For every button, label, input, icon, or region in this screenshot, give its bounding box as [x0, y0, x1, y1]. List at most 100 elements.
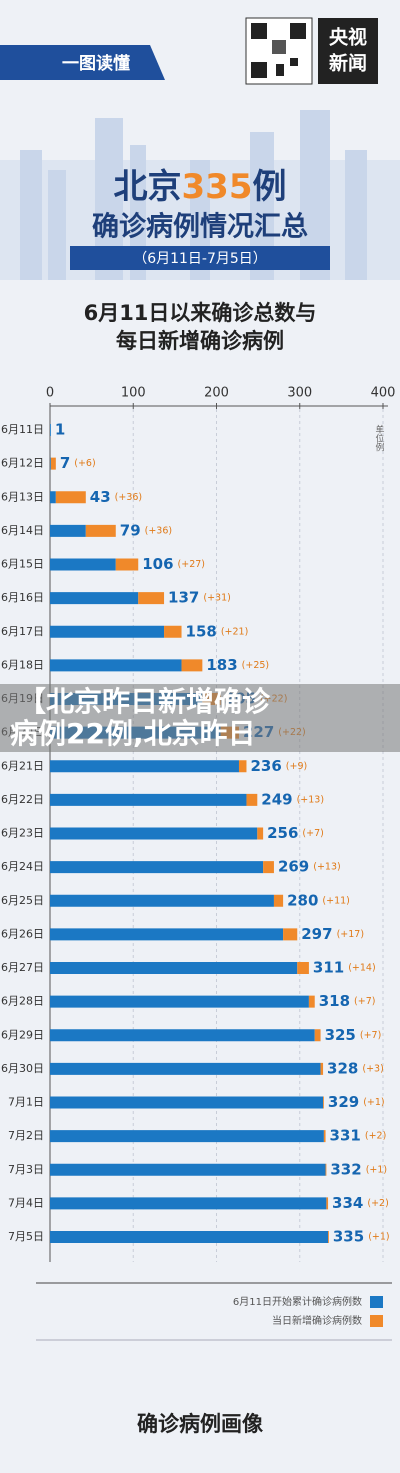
total-label: 106 [142, 555, 173, 573]
value-label: (+13) [297, 794, 324, 805]
total-label: 249 [261, 790, 292, 808]
bar [50, 1163, 326, 1176]
bar [181, 659, 203, 672]
total-label: 325 [325, 1026, 356, 1044]
value-label: (+7) [360, 1030, 381, 1041]
total-label: 332 [330, 1160, 361, 1178]
bar [246, 793, 258, 806]
y-tick-label: 6月29日 [1, 1028, 44, 1041]
total-label: 7 [60, 454, 70, 472]
bar [263, 861, 274, 874]
total-label: 1 [55, 421, 65, 439]
total-label: 79 [120, 521, 141, 539]
y-tick-label: 6月24日 [1, 860, 44, 873]
value-label: (+17) [337, 929, 364, 940]
badge-bg [0, 45, 165, 80]
bar [50, 793, 247, 806]
bar [50, 894, 274, 907]
bar [328, 1231, 329, 1243]
bar [50, 558, 116, 571]
y-tick-label: 6月16日 [1, 591, 44, 604]
y-tick-label: 6月11日 [1, 423, 44, 436]
value-label: (+7) [302, 828, 323, 839]
y-tick-label: 6月23日 [1, 827, 44, 840]
bar [55, 491, 86, 504]
value-label: (+36) [145, 525, 172, 536]
bar [164, 625, 182, 638]
chart: 0 100 200 300 400 6月11日 1 6月12日 7 (+6) 6月13日 43 (+36… [1, 386, 396, 1262]
total-label: 158 [186, 622, 217, 640]
y-tick-label: 6月25日 [1, 894, 44, 907]
bar [50, 1130, 324, 1143]
value-label: (+13) [313, 862, 340, 873]
y-tick-label: 7月5日 [8, 1230, 44, 1243]
x-tick-label: 400 [371, 386, 396, 401]
overlay: 【北京昨日新增确诊 病例22例,北京昨日 [0, 684, 400, 752]
total-label: 335 [333, 1228, 364, 1246]
value-label: (+3) [362, 1063, 383, 1074]
overlay-text: 病例22例,北京昨日 [10, 717, 256, 750]
bar [50, 861, 264, 874]
value-label: (+1) [366, 1164, 387, 1175]
bar [323, 1096, 324, 1109]
bar [325, 1163, 327, 1176]
bar [50, 424, 51, 436]
bar [50, 457, 51, 470]
x-tick-label: 0 [46, 386, 54, 401]
total-label: 280 [287, 891, 318, 909]
y-tick-label: 7月3日 [8, 1163, 44, 1176]
y-tick-label: 6月27日 [1, 961, 44, 974]
total-label: 331 [330, 1127, 361, 1145]
value-label: (+6) [74, 458, 95, 469]
legend-swatch [370, 1315, 383, 1327]
bar [50, 827, 258, 840]
qr-code [245, 17, 313, 85]
y-tick-label: 6月15日 [1, 558, 44, 571]
bar [50, 760, 239, 773]
y-tick-label: 6月18日 [1, 658, 44, 671]
y-tick-label: 6月26日 [1, 927, 44, 940]
y-tick-label: 6月13日 [1, 490, 44, 503]
total-label: 318 [319, 992, 350, 1010]
x-tick-label: 300 [287, 386, 312, 401]
subtitle: 确诊病例情况汇总 [92, 211, 308, 243]
y-tick-label: 6月22日 [1, 793, 44, 806]
bar [238, 760, 247, 773]
y-tick-label: 6月21日 [1, 759, 44, 772]
value-label: (+21) [221, 626, 248, 637]
legend-label: 6月11日开始累计确诊病例数 [233, 1295, 362, 1308]
bar [50, 1231, 329, 1243]
logo-bg [318, 18, 378, 84]
logo-text: 央视 [329, 26, 367, 49]
total-label: 256 [267, 824, 298, 842]
legend-label: 当日新增确诊病例数 [272, 1314, 362, 1327]
y-tick-label: 6月12日 [1, 457, 44, 470]
total-label: 328 [327, 1059, 358, 1077]
bar [257, 827, 264, 840]
logo-text: 新闻 [329, 52, 367, 75]
value-label: (+1) [363, 1097, 384, 1108]
y-tick-label: 7月2日 [8, 1129, 44, 1142]
bar [50, 995, 309, 1008]
value-label: (+9) [286, 761, 307, 772]
value-label: (+25) [242, 660, 269, 671]
y-tick-label: 7月1日 [8, 1096, 44, 1109]
main-title: 北京335例 [114, 167, 287, 207]
bar [50, 1197, 327, 1210]
value-label: (+36) [115, 492, 142, 503]
y-tick-label: 6月14日 [1, 524, 44, 537]
chart-title: 每日新增确诊病例 [116, 329, 284, 353]
value-label: (+27) [178, 559, 205, 570]
y-tick-label: 7月4日 [8, 1196, 44, 1209]
bar [115, 558, 139, 571]
bar [50, 659, 182, 672]
total-label: 43 [90, 488, 111, 506]
total-label: 311 [313, 959, 344, 977]
value-label: (+11) [322, 895, 349, 906]
bar [50, 524, 86, 537]
period-bg [70, 246, 330, 270]
period: （6月11日-7月5日） [133, 251, 267, 267]
value-label: (+2) [367, 1198, 388, 1209]
bar [85, 524, 116, 537]
